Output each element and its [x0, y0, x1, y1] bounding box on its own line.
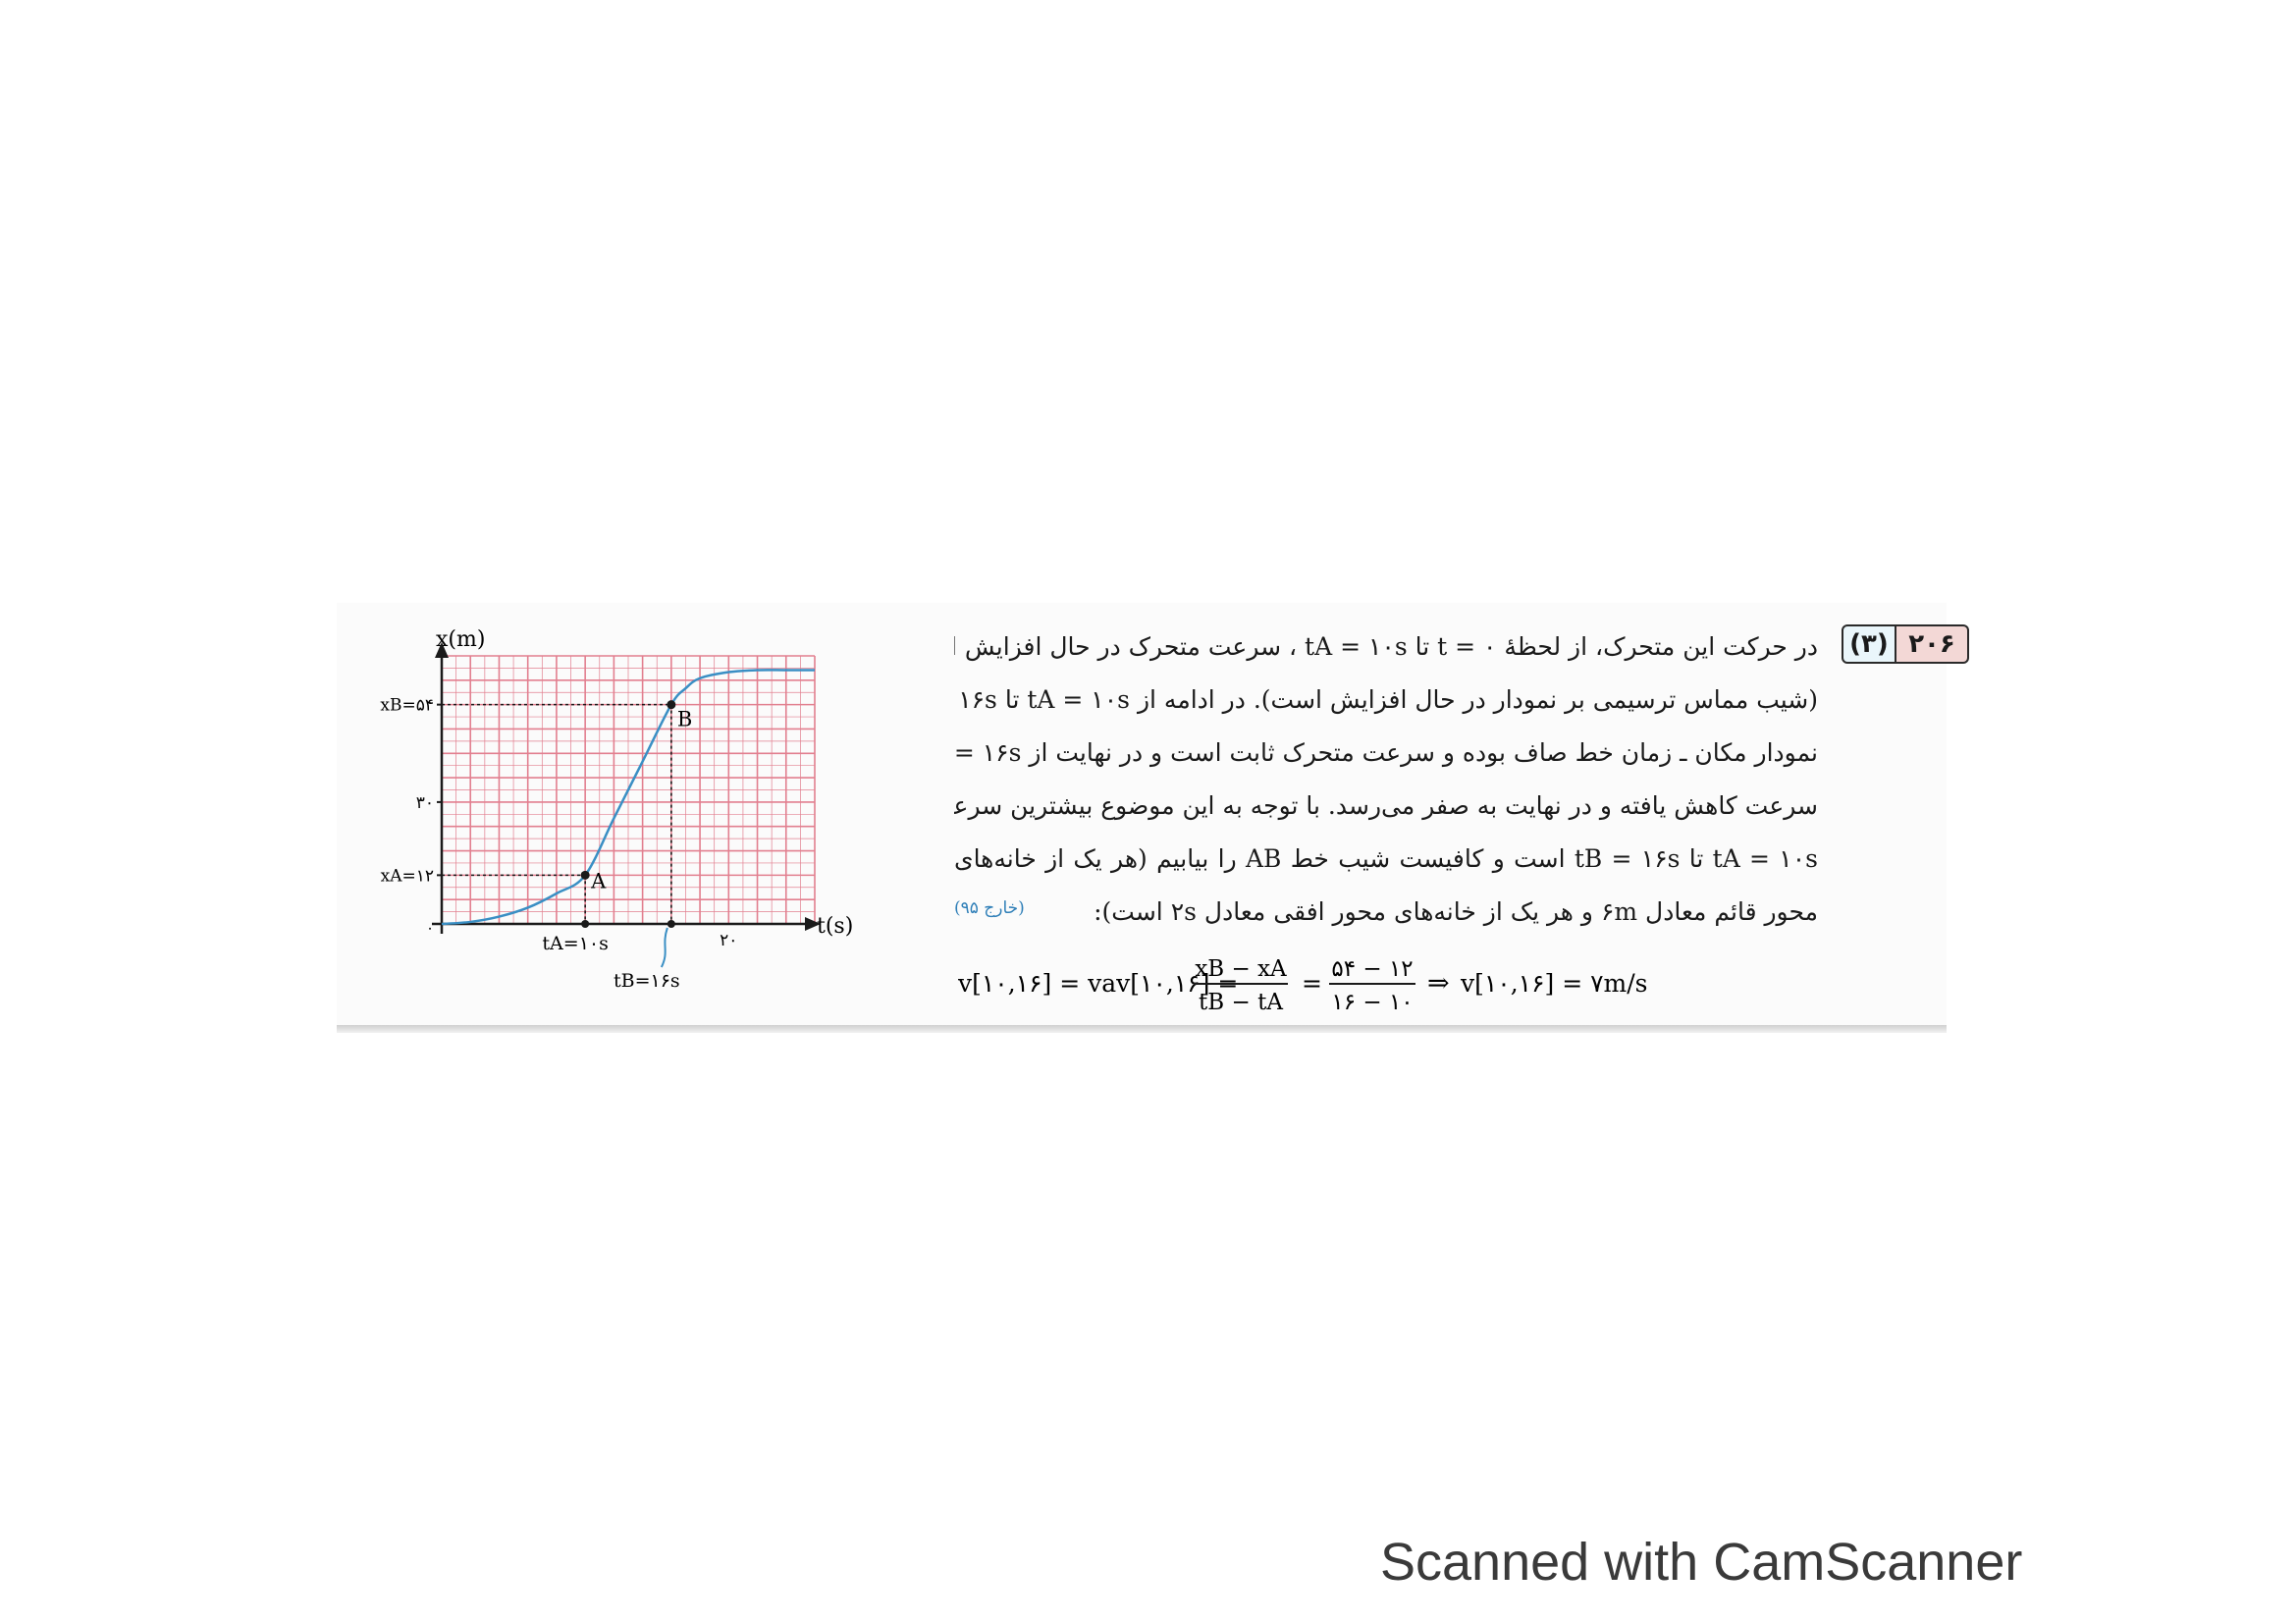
y-axis-arrow-icon	[435, 642, 449, 658]
formula-lhs: v[۱۰,۱۶] = vav[۱۰,۱۶] =	[958, 969, 1238, 998]
y-tick-label: xB=۵۴	[380, 696, 434, 716]
x-axis-label: t(s)	[817, 914, 853, 939]
solution-line: در حرکت این متحرک، از لحظهٔ t = ۰ تا tA …	[954, 632, 1818, 661]
y-tick-label: xA=۱۲	[381, 866, 434, 886]
camscanner-watermark: Scanned with CamScanner	[1380, 1533, 2023, 1592]
implies-arrow: ⇒	[1427, 968, 1450, 999]
fraction1-denominator: tB − tA	[1199, 990, 1283, 1015]
solution-line: (شیب مماس ترسیمی بر نمودار در حال افزایش…	[954, 685, 1818, 714]
y-axis-label: x(m)	[436, 627, 485, 652]
velocity-formula: v[۱۰,۱۶] = vav[۱۰,۱۶] = xB − xA tB − tA …	[958, 956, 1648, 1015]
point-label: A	[590, 869, 607, 893]
origin-label: ۰	[426, 919, 434, 937]
point-label: B	[677, 708, 692, 731]
fraction2-numerator: ۵۴ − ۱۲	[1331, 956, 1413, 982]
chart-guides	[442, 703, 672, 924]
solution-line: tA = ۱۰s تا tB = ۱۶s است و کافیست شیب خط…	[954, 844, 1818, 873]
solution-line: سرعت کاهش یافته و در نهایت به صفر می‌رسد…	[954, 791, 1818, 820]
formula-equals: =	[1302, 969, 1322, 998]
y-tick-label: ۳۰	[416, 793, 434, 813]
ta-label: tA=۱۰s	[542, 933, 608, 954]
axis-marker	[667, 920, 675, 928]
clipping-shadow	[337, 1025, 1947, 1033]
x-tick-label: ۲۰	[720, 931, 737, 950]
axis-marker	[581, 920, 590, 928]
tb-pointer-icon	[660, 927, 668, 968]
exam-reference: (خارج ۹۵)	[954, 898, 1025, 918]
fraction1-numerator: xB − xA	[1195, 956, 1287, 982]
solution-line: محور قائم معادل ۶m و هر یک از خانه‌های م…	[1094, 897, 1818, 926]
x-axis-arrow-icon	[805, 917, 821, 931]
solution-text: در حرکت این متحرک، از لحظهٔ t = ۰ تا tA …	[954, 621, 1818, 939]
chart-points: AB	[580, 700, 692, 928]
point-marker	[580, 870, 590, 880]
position-curve	[441, 669, 815, 926]
problem-number-badge: ۲۰۶	[1896, 624, 1969, 664]
problem-badges: (۳) ۲۰۶	[1842, 624, 1969, 664]
point-marker	[667, 700, 676, 710]
answer-badge: (۳)	[1842, 624, 1896, 664]
fraction2-denominator: ۱۶ − ۱۰	[1331, 990, 1413, 1015]
tb-label: tB=۱۶s	[614, 970, 680, 992]
y-ticks: xB=۵۴ ۳۰ xA=۱۲	[380, 696, 442, 886]
solution-line: نمودار مکان ـ زمان خط صاف بوده و سرعت مت…	[954, 738, 1818, 767]
x-ticks: ۲۰	[720, 931, 737, 950]
formula-result: v[۱۰,۱۶] = ۷m/s	[1460, 969, 1648, 998]
problem-clipping	[337, 603, 1947, 1031]
